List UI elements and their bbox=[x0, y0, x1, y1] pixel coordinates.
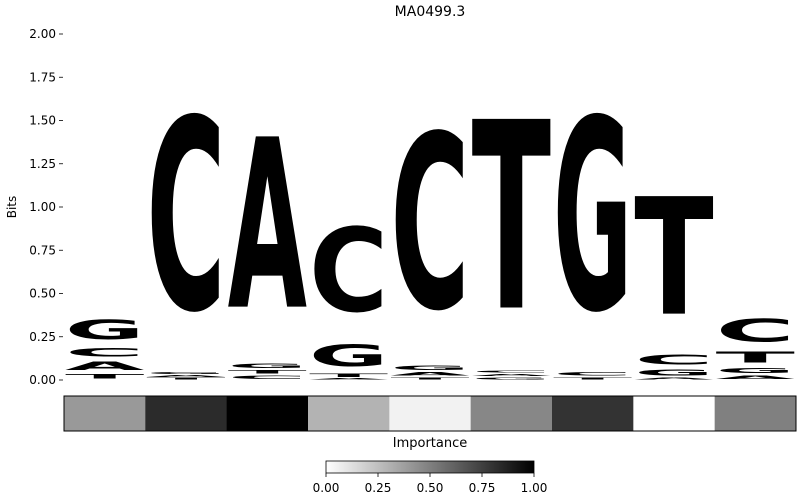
logo-letter-g: G bbox=[390, 364, 469, 371]
logo-letter-a: A bbox=[146, 375, 225, 378]
heatmap-cell bbox=[64, 396, 146, 431]
heatmap-cell bbox=[714, 396, 797, 431]
logo-letter-t: T bbox=[228, 370, 307, 375]
logo-letter-t: T bbox=[553, 377, 632, 380]
colorbar-tick-label: 0.00 bbox=[313, 481, 340, 495]
heatmap-cell bbox=[633, 396, 716, 431]
logo-letter-g: G bbox=[472, 377, 551, 380]
y-tick-label: 1.75 bbox=[29, 70, 56, 84]
logo-letter-g: G bbox=[146, 371, 225, 374]
logo-letter-g: G bbox=[553, 64, 632, 371]
logo-letter-c: C bbox=[390, 85, 469, 363]
logo-letter-c: C bbox=[309, 205, 388, 339]
y-tick-label: 1.50 bbox=[29, 114, 56, 128]
heatmap-cell bbox=[308, 396, 390, 431]
logo-letter-a: A bbox=[228, 90, 307, 362]
logo-letter-a: A bbox=[309, 378, 388, 380]
logo-letter-t: T bbox=[634, 166, 713, 353]
logo-letter-t: T bbox=[146, 377, 225, 380]
heatmap-cell bbox=[389, 396, 472, 431]
y-tick-label: 0.75 bbox=[29, 243, 56, 257]
logo-letter-a: A bbox=[472, 373, 551, 376]
heatmap-frame bbox=[63, 395, 797, 432]
logo-letter-c: C bbox=[65, 346, 144, 360]
colorbar-tick-label: 0.25 bbox=[365, 481, 392, 495]
logo-letter-g: G bbox=[716, 366, 795, 375]
colorbar-ticks: 0.00 0.25 0.50 0.75 1.00 bbox=[313, 473, 548, 495]
colorbar-tick-label: 0.75 bbox=[469, 481, 496, 495]
y-axis-label: Bits bbox=[5, 196, 19, 219]
y-tick-label: 0.00 bbox=[29, 373, 56, 387]
logo-letter-c: C bbox=[716, 313, 795, 349]
logo-letter-g: G bbox=[65, 314, 144, 345]
logo-letter-g: G bbox=[309, 339, 388, 373]
colorbar-tick-label: 1.00 bbox=[521, 481, 548, 495]
logo-letter-a: A bbox=[65, 359, 145, 373]
y-tick-label: 1.00 bbox=[29, 200, 56, 214]
heatmap-cell bbox=[226, 396, 309, 431]
logo-letter-t: T bbox=[309, 373, 388, 378]
y-tick-label: 2.00 bbox=[29, 27, 56, 41]
logo-letter-g: G bbox=[228, 363, 307, 370]
logo-letter-a: A bbox=[634, 377, 713, 380]
logo-letter-g: G bbox=[634, 368, 713, 377]
heatmap-cell bbox=[470, 396, 553, 431]
logo-letter-c: C bbox=[634, 353, 713, 368]
y-tick-label: 0.50 bbox=[29, 287, 56, 301]
logo-letter-c: C bbox=[472, 370, 551, 373]
y-tick-label: 1.25 bbox=[29, 157, 56, 171]
logo-letter-t: T bbox=[716, 349, 796, 366]
logo-letter-a: A bbox=[716, 375, 795, 380]
heatmap-cell bbox=[145, 396, 228, 431]
heatmap-cell bbox=[552, 396, 634, 431]
colorbar-tick-label: 0.50 bbox=[417, 481, 444, 495]
logo-letter-c: C bbox=[553, 371, 632, 376]
logo-letter-a: A bbox=[390, 371, 469, 376]
heatmap-label: Importance bbox=[393, 436, 468, 451]
logo-letter-t: T bbox=[65, 373, 144, 380]
chart-title: MA0499.3 bbox=[395, 4, 466, 20]
logo-letter-t: T bbox=[472, 69, 551, 370]
logo-letter-c: C bbox=[228, 375, 307, 380]
y-tick-label: 0.25 bbox=[29, 330, 56, 344]
y-axis: 0.00 0.25 0.50 0.75 1.00 1.25 1.50 1.75 2.00 bbox=[29, 27, 63, 387]
importance-heatmap bbox=[64, 396, 797, 431]
logo-letter-t: T bbox=[390, 377, 469, 380]
logo-letter-c: C bbox=[146, 65, 225, 371]
colorbar bbox=[325, 460, 535, 474]
